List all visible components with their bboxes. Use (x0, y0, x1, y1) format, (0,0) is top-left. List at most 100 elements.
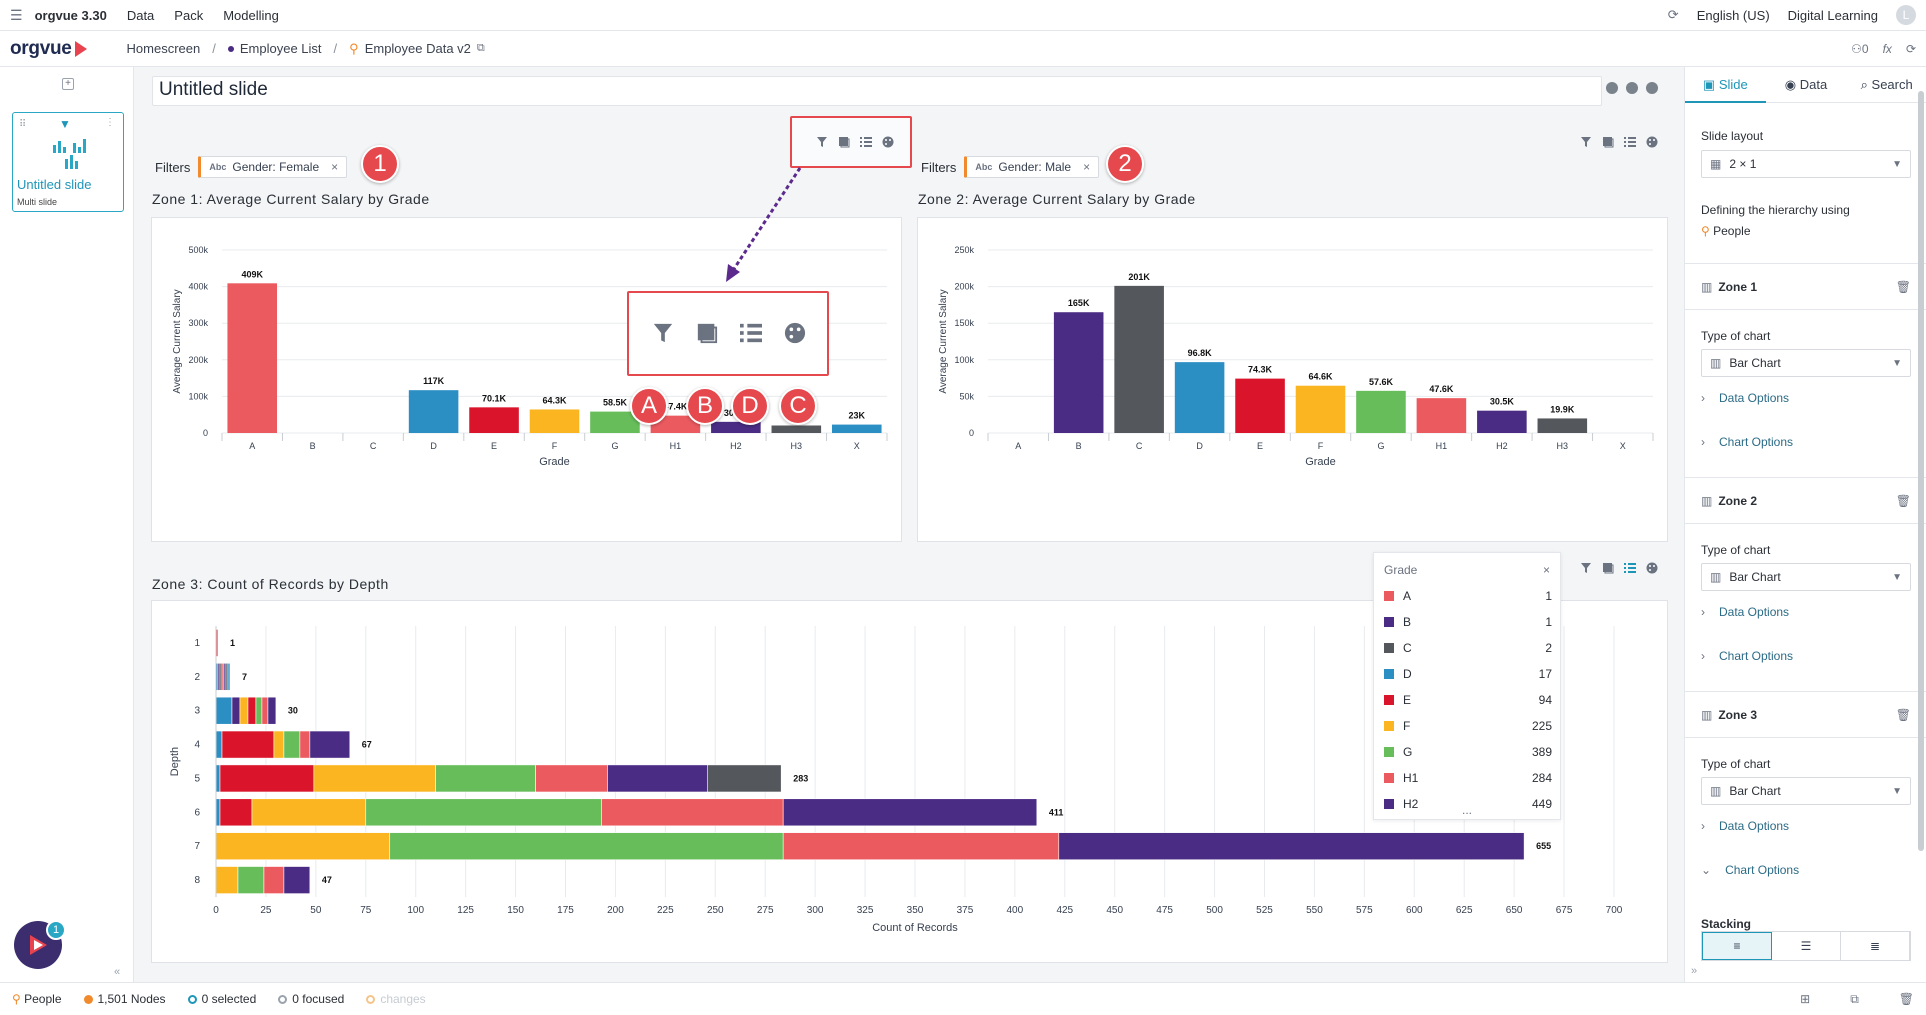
confirm-slide-icon[interactable] (1646, 82, 1658, 94)
stack-full-button[interactable]: ☰ (1772, 932, 1841, 960)
bar-C (1114, 285, 1164, 433)
remove-filter-icon[interactable]: × (331, 160, 339, 174)
delete-slide-icon[interactable] (1606, 82, 1618, 94)
remove-filter-icon[interactable]: × (1083, 160, 1091, 174)
palette-icon[interactable] (1646, 562, 1658, 574)
tab-slide[interactable]: ▣ Slide (1685, 67, 1766, 103)
hamburger-icon[interactable]: ☰ (10, 6, 23, 23)
filter-chip-gender-female[interactable]: Abc Gender: Female × (198, 156, 348, 178)
x-tick-label: 275 (757, 905, 774, 916)
external-link-icon[interactable]: ⧉ (476, 42, 485, 54)
delete-zone-icon[interactable]: 🗑 (1895, 494, 1911, 508)
tab-search[interactable]: ⌕ Search (1846, 67, 1926, 103)
users-count[interactable]: ⚇0 (1851, 41, 1869, 56)
filter-icon[interactable] (1580, 562, 1592, 574)
filter-icon[interactable] (816, 136, 828, 148)
status-changes[interactable]: changes (366, 992, 426, 1006)
bar-B (1053, 312, 1104, 433)
legend-item[interactable]: D 17 (1384, 667, 1552, 681)
zone1-data-options[interactable]: › Data Options (1701, 391, 1789, 405)
zone-view-icon[interactable] (838, 136, 850, 148)
bar-segment-H2 (782, 798, 1038, 827)
legend-item[interactable]: F 225 (1384, 719, 1552, 733)
language-select[interactable]: English (US) (1696, 7, 1770, 23)
slide-title-input[interactable]: Untitled slide (152, 76, 1602, 106)
delete-zone-icon[interactable]: 🗑 (1895, 708, 1911, 722)
zone2-chart-options[interactable]: › Chart Options (1701, 649, 1793, 663)
zone1-section[interactable]: ▥ Zone 1 🗑 (1701, 280, 1911, 294)
chevron-down-icon: ▼ (1892, 357, 1902, 369)
legend-item[interactable]: H1 284 (1384, 771, 1552, 785)
zone3-data-options[interactable]: › Data Options (1701, 819, 1789, 833)
copy-icon[interactable]: ⧉ (1850, 991, 1859, 1006)
status-people[interactable]: ⚲ People (12, 992, 62, 1006)
chevron-down-icon: ⌄ (1701, 863, 1712, 877)
legend-swatch (1384, 695, 1394, 705)
panel-scrollbar[interactable] (1918, 91, 1924, 851)
zone1-chart-type-select[interactable]: ▥ Bar Chart ▼ (1701, 349, 1911, 377)
zone-view-icon[interactable] (1602, 562, 1614, 574)
status-focused[interactable]: 0 focused (278, 992, 344, 1006)
zone3-toolbar (1580, 562, 1658, 574)
type-of-chart-label: Type of chart (1701, 757, 1771, 771)
legend-icon[interactable] (1624, 136, 1636, 148)
crumb-employee-list[interactable]: Employee List (227, 41, 322, 56)
drag-handle-icon[interactable]: ⠿ (19, 119, 27, 130)
expand-panel-icon[interactable]: » (1691, 965, 1698, 977)
zone2-section[interactable]: ▥ Zone 2 🗑 (1701, 494, 1911, 508)
close-slide-icon[interactable] (1626, 82, 1638, 94)
palette-icon[interactable] (882, 136, 894, 148)
zone3-chart-options[interactable]: ⌄ Chart Options (1701, 863, 1799, 877)
refresh-icon[interactable]: ⟳ (1667, 7, 1679, 22)
slide-thumbnail[interactable]: ⠿ ▼ ⋮ Untitled slide Multi slide (12, 112, 124, 212)
close-legend-icon[interactable]: × (1542, 563, 1550, 577)
slide-layout-select[interactable]: ▦ 2 × 1 ▼ (1701, 150, 1911, 178)
status-selected[interactable]: 0 selected (187, 992, 256, 1006)
sync-icon[interactable]: ⟳ (1905, 41, 1916, 56)
filter-chip-gender-male[interactable]: Abc Gender: Male × (964, 156, 1100, 178)
zone2-data-options[interactable]: › Data Options (1701, 605, 1789, 619)
stack-left-button[interactable]: ≡ (1702, 932, 1772, 960)
formula-icon[interactable]: fx (1882, 41, 1892, 56)
trash-icon[interactable]: 🗑 (1898, 991, 1914, 1006)
legend-icon[interactable] (1624, 562, 1636, 574)
zone1-label: Zone 1 (1718, 280, 1758, 294)
filter-icon[interactable] (1580, 136, 1592, 148)
legend-more[interactable]: ... (1462, 803, 1473, 817)
user-avatar[interactable]: L (1896, 5, 1916, 25)
zone3-stacked-bar-chart: 0 25 50 75 100 125 150 175 200 225 250 275 300 325 350… (169, 626, 1623, 934)
zone-view-icon[interactable] (1602, 136, 1614, 148)
menu-modelling[interactable]: Modelling (223, 7, 279, 23)
bar-E (1235, 378, 1285, 433)
menu-pack[interactable]: Pack (174, 7, 204, 23)
legend-item[interactable]: H2 449 (1384, 797, 1552, 811)
zone3-chart-type-select[interactable]: ▥ Bar Chart ▼ (1701, 777, 1911, 805)
legend-icon[interactable] (860, 136, 872, 148)
crumb-homescreen[interactable]: Homescreen (126, 41, 201, 56)
legend-item[interactable]: G 389 (1384, 745, 1552, 759)
collapse-panel-icon[interactable]: « (114, 966, 121, 978)
tab-data[interactable]: ◉ Data (1766, 67, 1847, 103)
delete-zone-icon[interactable]: 🗑 (1895, 280, 1911, 294)
bar-segment-H2 (231, 696, 241, 725)
palette-icon[interactable] (1646, 136, 1658, 148)
zone1-chart-options[interactable]: › Chart Options (1701, 435, 1793, 449)
add-slide-button[interactable]: + (62, 78, 74, 90)
zone3-section[interactable]: ▥ Zone 3 🗑 (1701, 708, 1911, 722)
stack-right-button[interactable]: ≣ (1841, 932, 1910, 960)
add-icon[interactable]: ⊞ (1800, 991, 1811, 1006)
legend-title: Grade (1384, 563, 1418, 577)
status-nodes[interactable]: 1,501 Nodes (83, 992, 166, 1006)
hierarchy-value[interactable]: ⚲ People (1701, 224, 1751, 238)
zone2-chart-type-select[interactable]: ▥ Bar Chart ▼ (1701, 563, 1911, 591)
legend-item[interactable]: E 94 (1384, 693, 1552, 707)
orgvue-logo[interactable]: orgvue (10, 38, 87, 60)
workspace-name[interactable]: Digital Learning (1787, 7, 1878, 23)
menu-data[interactable]: Data (126, 7, 155, 23)
crumb-employee-data[interactable]: ⚲ Employee Data v2 ⧉ (349, 41, 485, 57)
bar-segment-F (239, 696, 249, 725)
more-icon[interactable]: ⋮ (105, 117, 115, 128)
